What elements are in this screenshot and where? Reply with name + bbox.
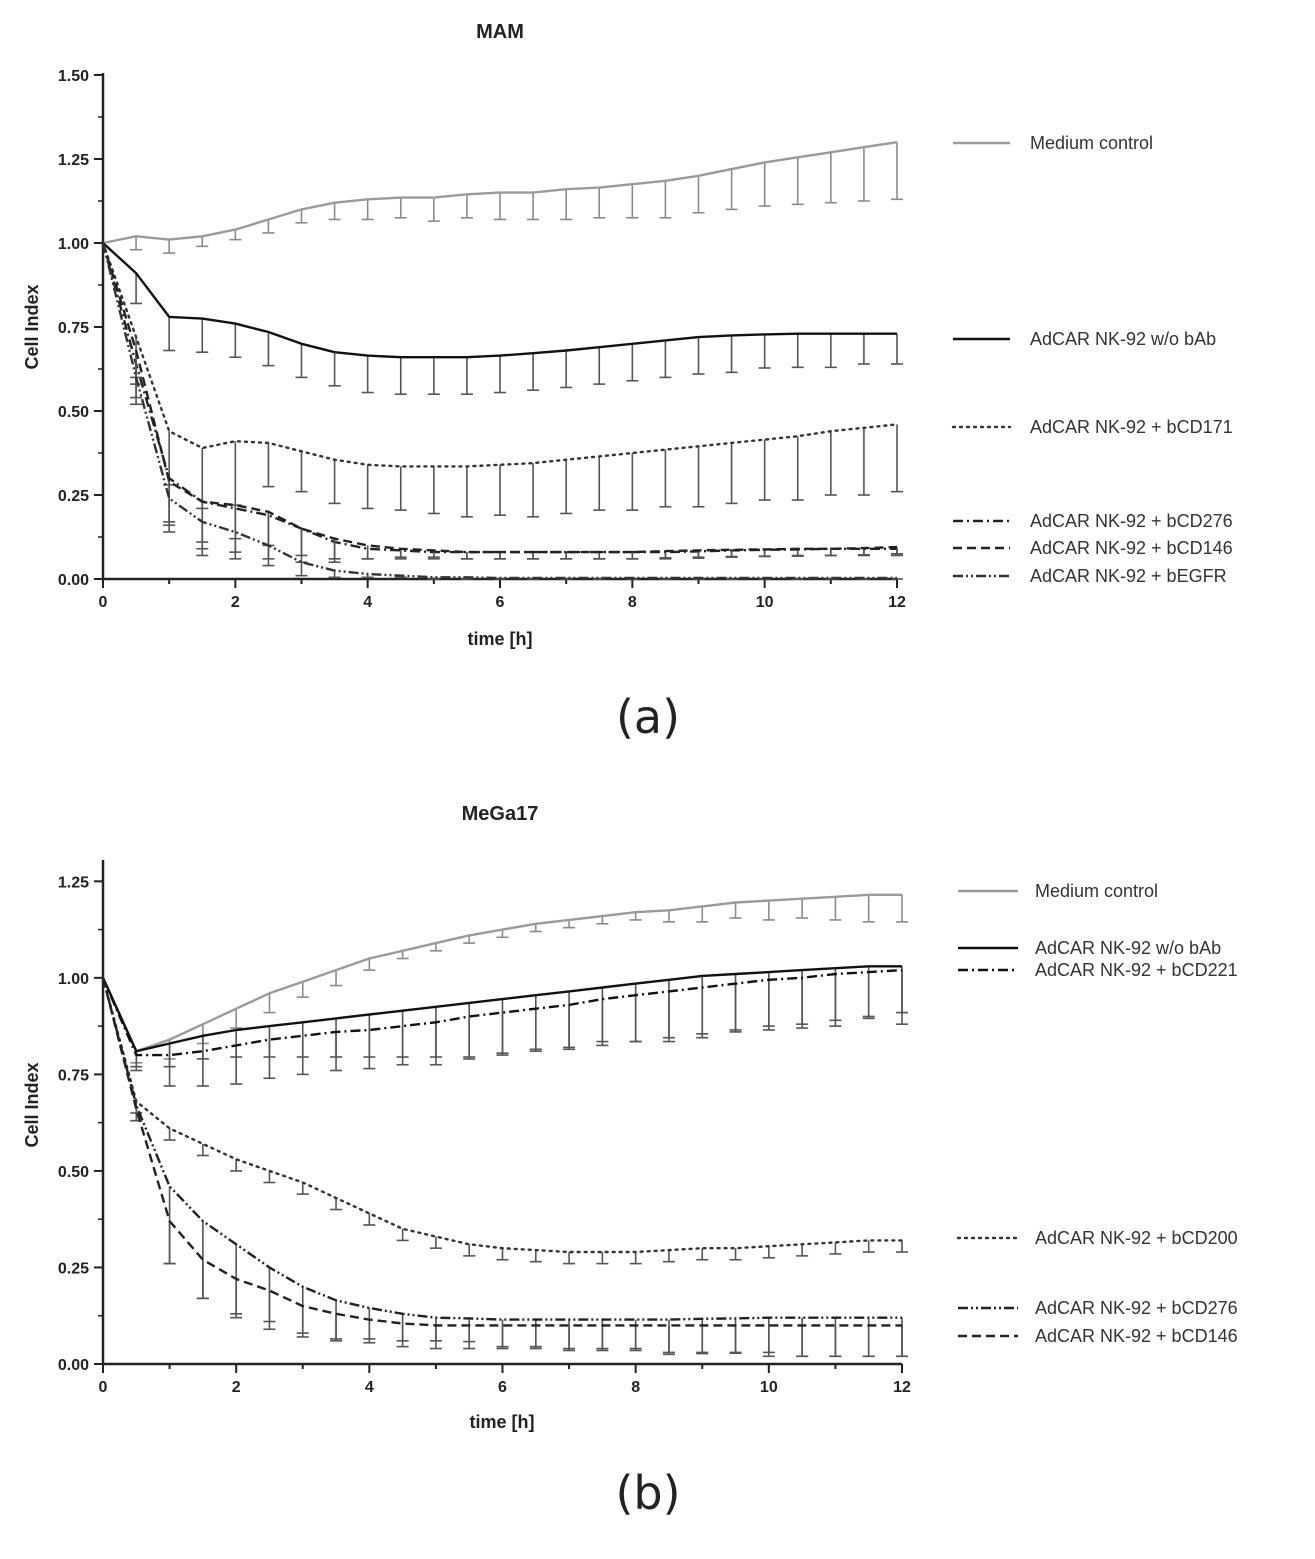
y-tick-label: 1.00 <box>58 971 89 988</box>
series-line <box>101 968 903 1057</box>
series-adcar-nk-92-w-o-bab <box>101 965 908 1068</box>
y-tick-label: 0.25 <box>58 488 89 505</box>
series-line <box>101 893 902 1053</box>
legend-label: Medium control <box>1035 881 1158 901</box>
series-adcar-nk-92-bcd276 <box>101 242 903 564</box>
y-axis-label: Cell Index <box>22 284 42 369</box>
y-tick-label: 1.25 <box>58 874 89 891</box>
series-adcar-nk-92-bcd200 <box>101 976 908 1265</box>
y-tick-label: 1.25 <box>58 152 89 169</box>
series-adcar-nk-92-bcd146 <box>101 977 908 1358</box>
x-tick-label: 10 <box>756 594 774 611</box>
x-tick-label: 2 <box>232 1379 241 1396</box>
x-axis-label: time [h] <box>468 629 533 649</box>
x-tick-label: 2 <box>231 594 240 611</box>
legend-label: AdCAR NK-92 + bCD146 <box>1035 1326 1238 1346</box>
series-line <box>102 141 898 245</box>
x-tick-label: 0 <box>99 594 108 611</box>
series-adcar-nk-92-w-o-bab <box>102 242 903 396</box>
x-tick-label: 0 <box>99 1379 108 1396</box>
chart-mega17: MeGa17 time [h] Cell Index 0 2 4 6 8 10 12 0.00… <box>22 803 1238 1432</box>
chart-title: MeGa17 <box>462 803 539 825</box>
x-axis-label: time [h] <box>470 1412 535 1432</box>
legend-label: Medium control <box>1030 133 1153 153</box>
series-line <box>101 242 898 554</box>
x-tick-label: 8 <box>631 1379 640 1396</box>
chart-title: MAM <box>476 21 524 43</box>
y-tick-label: 1.50 <box>58 68 89 85</box>
legend-label: AdCAR NK-92 + bCD276 <box>1030 511 1233 531</box>
legend-label: AdCAR NK-92 + bEGFR <box>1030 566 1227 586</box>
series-line <box>101 977 902 1321</box>
legend-label: AdCAR NK-92 w/o bAb <box>1030 329 1216 349</box>
y-tick-label: 0.50 <box>58 1164 89 1181</box>
legend-label: AdCAR NK-92 + bCD221 <box>1035 960 1238 980</box>
chart-panel-b: MeGa17 time [h] Cell Index 0 2 4 6 8 10 12 0.00… <box>0 780 1315 1559</box>
series-line <box>102 242 897 359</box>
y-tick-label: 0.75 <box>58 1067 89 1084</box>
series-line <box>101 976 904 1254</box>
x-tick-label: 6 <box>496 594 505 611</box>
x-tick-label: 4 <box>365 1379 374 1396</box>
legend-label: AdCAR NK-92 + bCD276 <box>1035 1298 1238 1318</box>
chart-mam: MAM time [h] Cell Index 0 2 4 6 8 10 12 0.00 0.2… <box>22 21 1233 649</box>
series-line <box>101 965 902 1053</box>
panel-label-b: (b) <box>615 1466 681 1520</box>
series-medium-control <box>102 141 903 254</box>
x-tick-label: 12 <box>888 594 906 611</box>
legend-label: AdCAR NK-92 + bCD146 <box>1030 538 1233 558</box>
legend-label: AdCAR NK-92 + bCD171 <box>1030 417 1233 437</box>
y-axis-label: Cell Index <box>22 1062 42 1147</box>
panel-label-a: (a) <box>615 690 681 744</box>
y-tick-label: 0.00 <box>58 1357 89 1374</box>
x-tick-label: 6 <box>498 1379 507 1396</box>
y-tick-label: 1.00 <box>58 236 89 253</box>
legend-label: AdCAR NK-92 + bCD200 <box>1035 1228 1238 1248</box>
x-tick-label: 12 <box>893 1379 911 1396</box>
series-medium-control <box>101 893 908 1064</box>
series-adcar-nk-92-bcd276 <box>101 977 908 1358</box>
series-adcar-nk-92-bcd146 <box>101 242 903 560</box>
series-adcar-nk-92-bcd171 <box>101 241 903 518</box>
series-adcar-nk-92-begfr <box>101 242 903 580</box>
y-tick-label: 0.25 <box>58 1260 89 1277</box>
y-tick-label: 0.00 <box>58 572 89 589</box>
y-tick-label: 0.75 <box>58 320 89 337</box>
y-tick-label: 0.50 <box>58 404 89 421</box>
legend-label: AdCAR NK-92 w/o bAb <box>1035 938 1221 958</box>
x-tick-label: 4 <box>363 594 372 611</box>
x-tick-label: 10 <box>760 1379 778 1396</box>
series-line <box>101 242 897 580</box>
series-line <box>101 977 902 1327</box>
x-tick-label: 8 <box>628 594 637 611</box>
chart-panel-a: MAM time [h] Cell Index 0 2 4 6 8 10 12 0.00 0.2… <box>22 21 1233 744</box>
series-adcar-nk-92-bcd221 <box>101 968 908 1087</box>
